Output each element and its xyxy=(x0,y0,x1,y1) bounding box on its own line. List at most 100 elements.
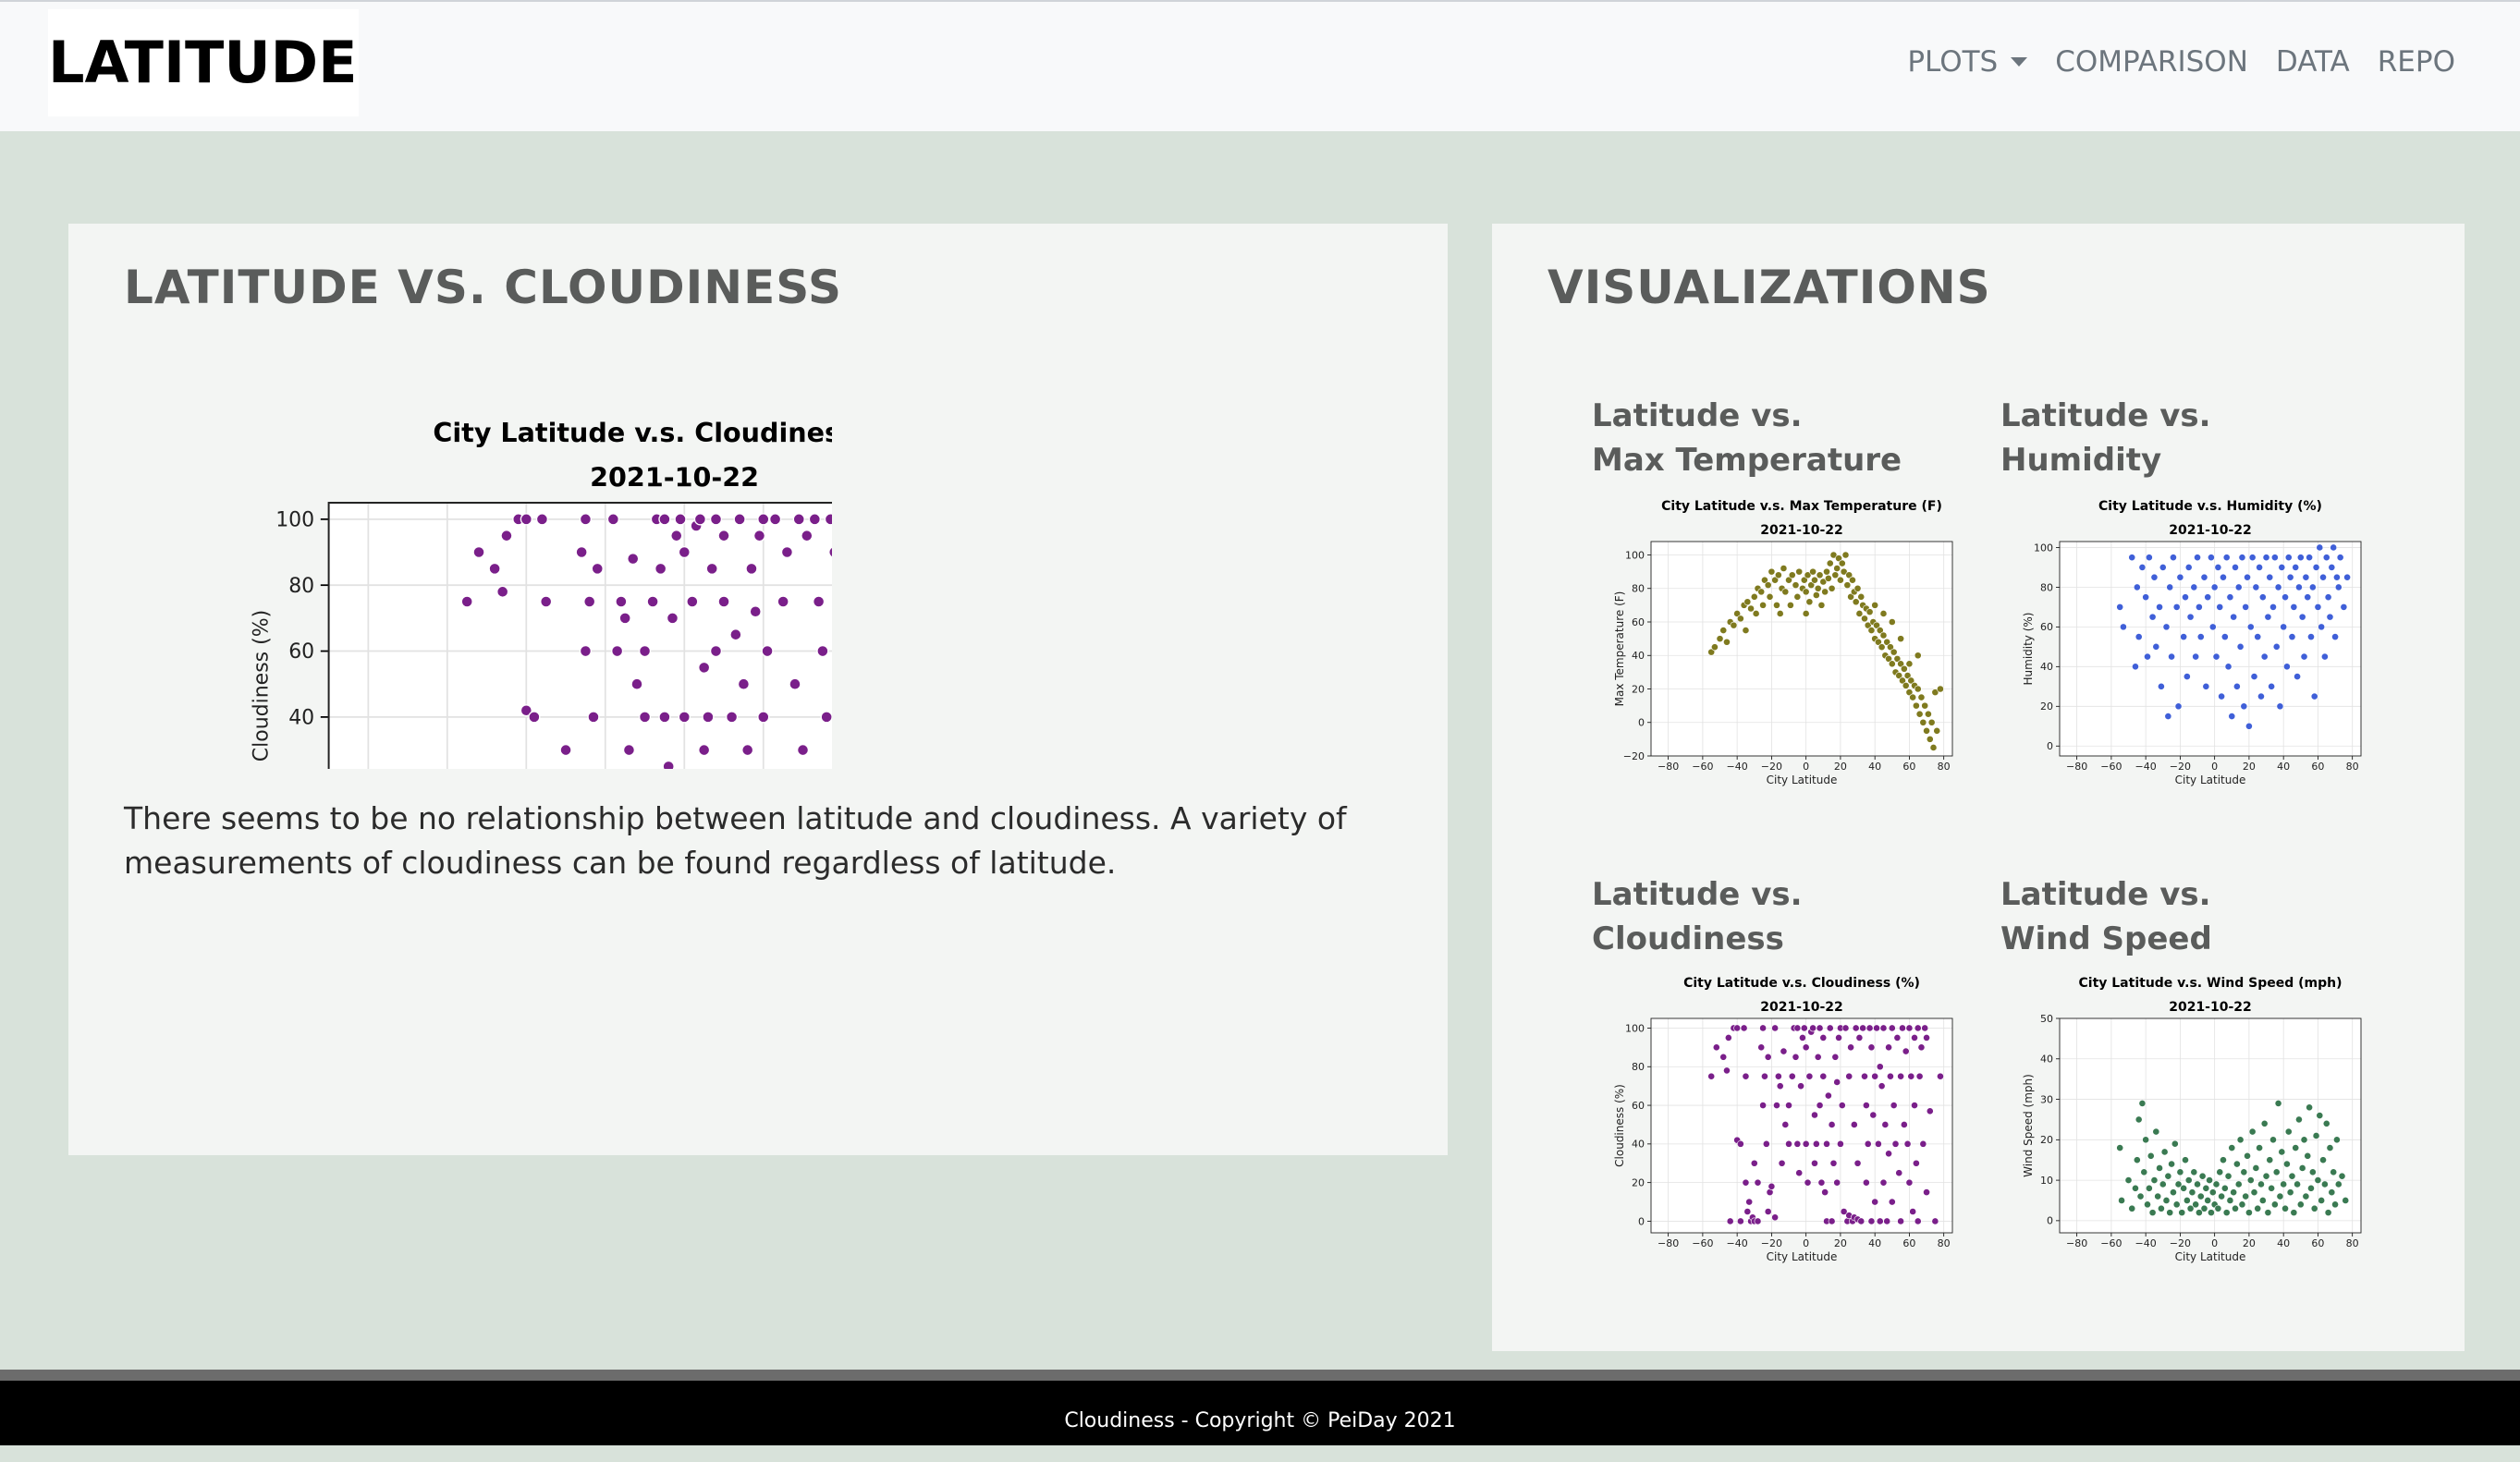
scatter-point xyxy=(1795,567,1804,576)
scatter-point xyxy=(2318,623,2326,631)
scatter-point xyxy=(2220,1156,2227,1164)
scatter-point xyxy=(1926,1107,1934,1115)
visualizations-card: VISUALIZATIONS Latitude vs. Max Temperat… xyxy=(1492,224,2465,1351)
scatter-point xyxy=(1799,1034,1806,1042)
scatter-point xyxy=(1923,1034,1930,1042)
scatter-point xyxy=(2280,1180,2288,1188)
scatter-point xyxy=(1866,1024,1874,1032)
scatter-point xyxy=(1800,1024,1808,1032)
viz-heading-wind-speed: Latitude vs. Wind Speed xyxy=(2000,876,2212,957)
scatter-point xyxy=(1890,1102,1898,1109)
scatter-point xyxy=(1878,643,1886,652)
scatter-point xyxy=(813,595,826,608)
scatter-point xyxy=(2200,573,2208,581)
x-tick-label: 80 xyxy=(2346,761,2359,773)
scatter-point xyxy=(1914,685,1922,693)
scatter-point xyxy=(1905,1178,1914,1187)
scatter-point xyxy=(1829,1159,1838,1167)
scatter-point xyxy=(1933,726,1941,735)
scatter-point xyxy=(1792,581,1800,590)
scatter-point xyxy=(1742,627,1750,634)
scatter-point xyxy=(606,513,619,526)
x-tick-label: −80 xyxy=(1658,761,1679,773)
scatter-point xyxy=(1804,571,1812,579)
scatter-point xyxy=(1852,598,1860,606)
scatter-point xyxy=(1907,1072,1915,1080)
scatter-point xyxy=(1724,1034,1732,1042)
cloudiness-thumbnail-chart[interactable]: City Latitude v.s. Cloudiness (%) 2021-10… xyxy=(1592,965,1980,1279)
scatter-point xyxy=(2282,663,2291,671)
scatter-point xyxy=(1754,1178,1762,1187)
scatter-point xyxy=(768,513,782,526)
scatter-point xyxy=(2212,652,2220,661)
scatter-point xyxy=(1897,635,1905,643)
scatter-point xyxy=(1826,559,1834,567)
humidity-thumbnail-chart[interactable]: City Latitude v.s. Humidity (%) 2021-10-2… xyxy=(2000,488,2389,802)
scatter-point xyxy=(780,545,794,559)
scatter-point xyxy=(1897,660,1905,668)
scatter-point xyxy=(1811,1159,1818,1167)
scatter-point xyxy=(1893,1034,1902,1042)
x-tick-label: 20 xyxy=(1834,761,1847,773)
scatter-point xyxy=(2212,1180,2220,1188)
chart-title: City Latitude v.s. Cloudiness (%) xyxy=(433,417,832,448)
scatter-point xyxy=(2246,1176,2255,1184)
scatter-point xyxy=(2304,593,2312,602)
y-tick-label: 40 xyxy=(288,707,314,730)
wind-speed-thumbnail-chart[interactable]: City Latitude v.s. Wind Speed (mph) 2021-… xyxy=(2000,965,2389,1279)
description: There seems to be no relationship betwee… xyxy=(124,800,1347,881)
y-tick-label: 60 xyxy=(2040,621,2053,633)
y-axis-label: Wind Speed (mph) xyxy=(2022,1074,2035,1177)
y-tick-label: 0 xyxy=(2047,740,2053,752)
nav-repo[interactable]: REPO xyxy=(2377,45,2455,79)
scatter-point xyxy=(1837,1139,1844,1148)
plot-frame xyxy=(1650,1017,1953,1234)
scatter-point xyxy=(2276,1192,2284,1200)
nav-data[interactable]: DATA xyxy=(2275,45,2350,79)
y-tick-label: 100 xyxy=(2034,542,2053,554)
chart-title: City Latitude v.s. Max Temperature (F) xyxy=(1661,499,1942,514)
scatter-point xyxy=(2260,652,2269,661)
scatter-point xyxy=(1873,1024,1880,1032)
scatter-point xyxy=(2202,682,2210,690)
x-tick-label: 80 xyxy=(1938,1237,1951,1249)
scatter-point xyxy=(2310,1204,2318,1212)
scatter-point xyxy=(1707,648,1716,656)
x-tick-label: −20 xyxy=(2170,1237,2191,1249)
scatter-point xyxy=(2314,1176,2322,1184)
scatter-point xyxy=(1759,1024,1767,1032)
scatter-point xyxy=(2258,593,2267,602)
scatter-point xyxy=(2216,603,2224,611)
scatter-point xyxy=(705,562,718,575)
scatter-point xyxy=(2180,633,2188,641)
scatter-point xyxy=(2326,613,2334,621)
scatter-point xyxy=(2194,554,2201,562)
x-tick-label: −60 xyxy=(2100,1237,2122,1249)
scatter-point xyxy=(2258,1197,2267,1204)
scatter-point xyxy=(2319,573,2327,581)
scatter-point xyxy=(2268,682,2276,690)
chart-subtitle: 2021-10-22 xyxy=(590,461,759,493)
temperature-thumbnail-chart[interactable]: City Latitude v.s. Max Temperature (F) 20… xyxy=(1592,488,1980,802)
scatter-point xyxy=(2334,1180,2343,1188)
scatter-point xyxy=(627,553,640,566)
scatter-point xyxy=(2302,573,2310,581)
nav-comparison[interactable]: COMPARISON xyxy=(2055,45,2248,79)
scatter-point xyxy=(2342,1197,2350,1204)
scatter-point xyxy=(1792,1053,1800,1061)
scatter-point xyxy=(2250,673,2258,680)
scatter-point xyxy=(2248,1127,2257,1136)
scatter-point xyxy=(2214,1204,2222,1212)
plot-area xyxy=(328,503,832,769)
scatter-point xyxy=(1891,1139,1900,1148)
scatter-point xyxy=(2280,623,2288,631)
scatter-point xyxy=(587,711,600,724)
nav-plots-dropdown[interactable]: PLOTS xyxy=(1907,45,2028,79)
scatter-point xyxy=(2232,564,2239,571)
scatter-point xyxy=(674,513,687,526)
brand-logo[interactable]: LATITUDE xyxy=(48,9,359,116)
scatter-point xyxy=(2232,1204,2239,1212)
scatter-point xyxy=(1823,1139,1830,1148)
scatter-point xyxy=(1819,1072,1828,1080)
scatter-point xyxy=(2298,1164,2306,1172)
